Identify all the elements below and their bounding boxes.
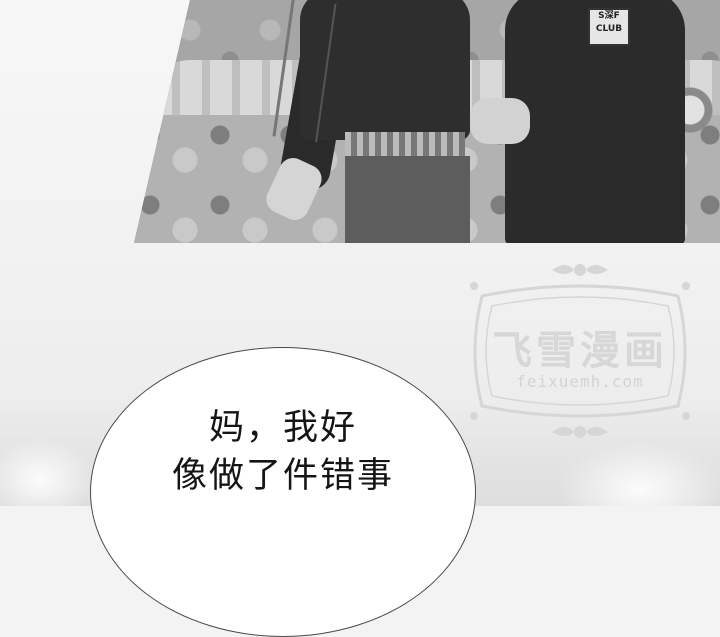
comic-photo-panel: S深F CLUB xyxy=(134,0,720,243)
shirt-logo-line1: S深F xyxy=(598,11,620,21)
watermark: 飞雪漫画 feixuemh.com xyxy=(452,256,708,446)
person-left-torso xyxy=(300,0,470,140)
speech-line-1: 妈，我好 xyxy=(208,408,357,448)
speech-text: 妈，我好 像做了件错事 xyxy=(90,404,476,500)
shirt-logo: S深F CLUB xyxy=(588,8,630,46)
watermark-url: feixuemh.com xyxy=(516,372,644,391)
person-left-belt xyxy=(345,132,465,158)
joined-hands xyxy=(470,98,530,144)
watermark-frame-icon xyxy=(470,264,690,438)
shirt-logo-line2: CLUB xyxy=(595,24,623,34)
person-left-pants xyxy=(345,156,470,243)
watermark-title: 飞雪漫画 xyxy=(492,328,668,374)
speech-line-2: 像做了件错事 xyxy=(171,456,394,496)
